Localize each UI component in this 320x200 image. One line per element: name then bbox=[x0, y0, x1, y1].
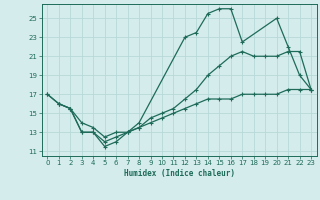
X-axis label: Humidex (Indice chaleur): Humidex (Indice chaleur) bbox=[124, 169, 235, 178]
